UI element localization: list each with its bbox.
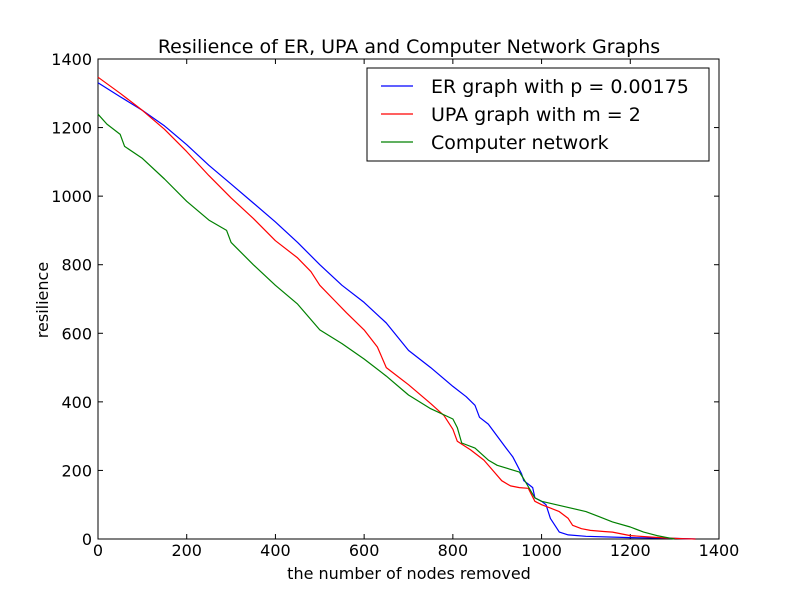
y-tick-label: 1400 (51, 50, 92, 69)
legend-label: UPA graph with m = 2 (431, 104, 641, 126)
x-tick-label: 0 (93, 541, 103, 560)
series-line-2 (97, 76, 696, 540)
x-tick-label: 600 (349, 541, 380, 560)
series-lines (97, 76, 696, 540)
x-tick-label: 800 (438, 541, 469, 560)
legend-label: Computer network (431, 132, 609, 154)
series-line-3 (97, 113, 675, 540)
y-tick-label: 800 (61, 256, 92, 275)
series-line-1 (97, 82, 696, 540)
y-tick-label: 0 (82, 530, 92, 549)
y-tick-label: 1200 (51, 119, 92, 138)
legend: ER graph with p = 0.00175 UPA graph with … (366, 67, 710, 162)
axis-ticks: 0 200 400 600 800 1000 1200 1400 0 200 400 600 800 10… (51, 50, 739, 560)
chart-title: Resilience of ER, UPA and Computer Netwo… (158, 36, 660, 58)
y-tick-label: 400 (61, 393, 92, 412)
legend-label: ER graph with p = 0.00175 (431, 76, 689, 98)
plot-area-frame (97, 58, 720, 540)
y-tick-label: 1000 (51, 187, 92, 206)
legend-frame (366, 67, 710, 162)
x-axis-label: the number of nodes removed (287, 564, 531, 583)
x-tick-label: 1000 (521, 541, 562, 560)
y-tick-label: 200 (61, 461, 92, 480)
x-tick-label: 1200 (610, 541, 651, 560)
x-tick-label: 200 (171, 541, 202, 560)
y-axis-label: resilience (33, 262, 52, 338)
x-tick-label: 1400 (699, 541, 740, 560)
y-tick-label: 600 (61, 324, 92, 343)
x-tick-label: 400 (260, 541, 291, 560)
